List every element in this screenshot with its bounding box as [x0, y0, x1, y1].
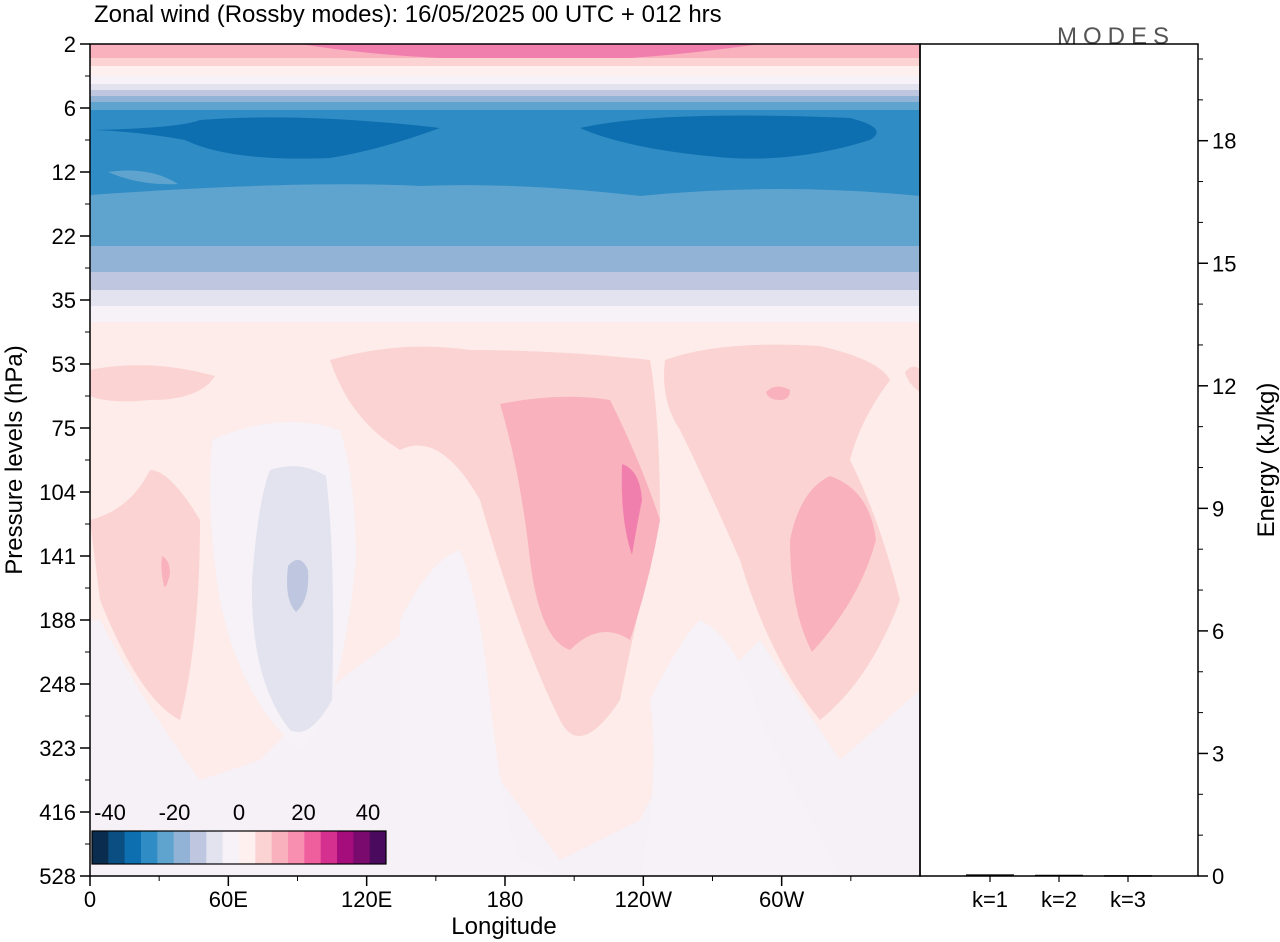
region-tropical-peak [621, 464, 642, 555]
x-tick-label: 120E [341, 887, 392, 912]
energy-tick-label: 12 [1212, 374, 1236, 399]
region-east-max [790, 476, 876, 652]
x-axis-label: Longitude [451, 913, 556, 940]
energy-axis-ticks: 0 3 6 9 12 15 18 [1198, 58, 1236, 889]
jet-core-west [95, 117, 440, 159]
colorbar-tick-label: -20 [159, 800, 191, 825]
energy-tick-label: 15 [1212, 251, 1236, 276]
band-pink-2 [90, 58, 920, 66]
colorbar-swatch [304, 831, 322, 864]
y-axis-ticks: 2 6 12 22 35 53 75 104 141 188 248 323 416 528 [39, 32, 90, 889]
y-tick-label: 35 [52, 288, 76, 313]
y-tick-label: 188 [39, 608, 76, 633]
colorbar-swatch [353, 831, 371, 864]
energy-bar [966, 874, 1014, 876]
y-tick-label: 75 [52, 416, 76, 441]
y-tick-label: 104 [39, 480, 76, 505]
region-120w-pale [640, 620, 840, 876]
band-blue-7 [90, 272, 920, 290]
band-blue-2 [90, 96, 920, 102]
y-tick-label: 323 [39, 736, 76, 761]
energy-category-label: k=2 [1041, 887, 1077, 912]
x-axis-ticks: 0 60E 120E 180 120W 60W [84, 876, 852, 912]
region-53-west [90, 365, 215, 402]
band-blue-6 [90, 246, 920, 272]
colorbar: -40 -20 0 20 40 [91, 800, 387, 865]
energy-tick-label: 18 [1212, 129, 1236, 154]
energy-category-label: k=1 [972, 887, 1008, 912]
region-east-pink [664, 344, 900, 720]
colorbar-swatch [92, 831, 109, 864]
y-tick-label: 416 [39, 800, 76, 825]
band-blue-1 [90, 90, 920, 96]
energy-tick-label: 6 [1212, 619, 1224, 644]
colorbar-swatch [124, 831, 142, 864]
band-white [90, 76, 920, 84]
y-tick-label: 6 [64, 96, 76, 121]
colorbar-tick-label: 20 [291, 800, 315, 825]
colorbar-tick-label: 40 [356, 800, 380, 825]
y-tick-label: 141 [39, 544, 76, 569]
band-blue-5-tongue [108, 170, 178, 185]
energy-bar [1104, 875, 1152, 877]
colorbar-swatch [271, 831, 289, 864]
modes-logo: MODES [1057, 23, 1175, 50]
wind-field [90, 44, 920, 876]
band-blue-3 [90, 102, 920, 110]
band-pink-3 [90, 66, 920, 76]
y-axis-label: Pressure levels (hPa) [1, 345, 28, 574]
energy-axis-label: Energy (kJ/kg) [1253, 383, 1280, 538]
energy-tick-label: 3 [1212, 741, 1224, 766]
colorbar-swatch [141, 831, 158, 864]
colorbar-swatch [206, 831, 224, 864]
jet-core-east [580, 115, 877, 159]
energy-tick-label: 9 [1212, 496, 1224, 521]
band-blue-5 [90, 184, 920, 250]
y-tick-label: 2 [64, 32, 76, 57]
region-180-pale [400, 550, 560, 876]
colorbar-swatch [369, 831, 387, 864]
colorbar-swatch [320, 831, 338, 864]
colorbar-swatch [222, 831, 240, 864]
colorbar-swatch [288, 831, 305, 864]
region-53-blob [766, 386, 790, 400]
energy-tick-label: 0 [1212, 864, 1224, 889]
region-easterly-core [287, 559, 309, 612]
colorbar-swatch [108, 831, 126, 864]
colorbar-tick-label: 0 [233, 800, 245, 825]
energy-panel-frame [919, 43, 1199, 877]
colorbar-swatch [255, 831, 273, 864]
band-top-max [300, 44, 760, 61]
y-tick-label: 22 [52, 224, 76, 249]
x-tick-label: 180 [487, 887, 524, 912]
region-tropical-max [500, 396, 660, 650]
colorbar-swatch [239, 831, 256, 864]
y-tick-label: 248 [39, 672, 76, 697]
colorbar-swatch [190, 831, 207, 864]
region-edge-blob [905, 366, 920, 392]
region-west-peak [161, 556, 170, 587]
colorbar-swatch [173, 831, 191, 864]
x-tick-label: 0 [84, 887, 96, 912]
chart-title: Zonal wind (Rossby modes): 16/05/2025 00… [94, 1, 722, 28]
band-blue-8 [90, 290, 920, 306]
y-tick-label: 53 [52, 352, 76, 377]
energy-bar [1035, 874, 1083, 877]
x-tick-label: 120W [615, 887, 673, 912]
y-tick-label: 12 [52, 160, 76, 185]
x-tick-label: 60E [209, 887, 248, 912]
energy-bars: k=1 k=2 k=3 [966, 874, 1152, 912]
energy-category-label: k=3 [1110, 887, 1146, 912]
x-tick-label: 60W [759, 887, 804, 912]
colorbar-swatch [337, 831, 354, 864]
colorbar-frame [91, 830, 387, 865]
band-pale-blue [90, 84, 920, 90]
colorbar-swatch [157, 831, 175, 864]
band-blue-9 [90, 306, 920, 322]
region-west-pink [90, 470, 200, 720]
y-tick-label: 528 [39, 864, 76, 889]
colorbar-tick-label: -40 [94, 800, 126, 825]
